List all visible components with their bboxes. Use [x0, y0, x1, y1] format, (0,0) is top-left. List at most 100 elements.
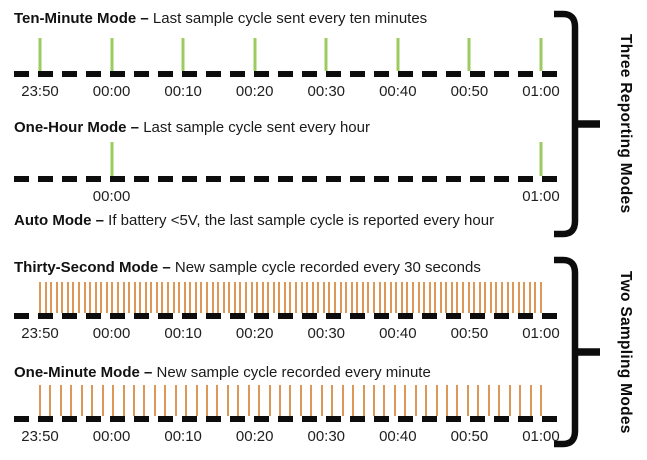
sample-tick	[237, 385, 240, 416]
sample-tick	[226, 385, 229, 416]
sample-tick	[110, 142, 114, 176]
sample-tick	[83, 282, 86, 313]
tick-row	[14, 38, 557, 71]
time-label-row: 23:50 00:00 00:10 00:20 00:30 00:40 00:50 01:00	[14, 428, 560, 446]
tick-row	[14, 282, 557, 313]
tick-row	[14, 142, 557, 176]
sample-tick	[300, 282, 303, 313]
time-label: 00:10	[164, 428, 202, 445]
sample-tick	[216, 385, 219, 416]
sample-tick	[324, 38, 328, 71]
sample-tick	[164, 385, 167, 416]
mode-name: One-Hour Mode –	[14, 119, 140, 136]
sample-tick	[77, 282, 80, 313]
sample-tick	[174, 385, 177, 416]
sample-tick	[139, 282, 142, 313]
sample-tick	[70, 385, 73, 416]
sample-tick	[477, 385, 480, 416]
sample-tick	[50, 282, 53, 313]
sample-tick	[61, 282, 64, 313]
curly-brace-icon	[554, 256, 600, 448]
sample-tick	[110, 38, 114, 71]
time-label: 00:00	[92, 83, 131, 100]
time-label: 00:50	[450, 428, 489, 445]
sample-tick	[144, 282, 147, 313]
sample-tick	[311, 282, 314, 313]
sample-tick	[239, 282, 242, 313]
sample-tick	[233, 282, 236, 313]
sample-tick	[395, 282, 398, 313]
sample-tick	[39, 385, 41, 416]
sample-tick	[501, 282, 504, 313]
sample-tick	[247, 385, 250, 416]
sample-tick	[467, 282, 470, 313]
sample-tick	[362, 385, 365, 416]
sample-tick	[383, 385, 386, 416]
sample-tick	[534, 282, 537, 313]
sample-tick	[189, 282, 192, 313]
time-label: 00:30	[307, 325, 346, 342]
time-label: 23:50	[21, 325, 59, 342]
sample-tick	[153, 385, 156, 416]
sample-tick	[512, 282, 515, 313]
timeline-axis	[14, 176, 557, 182]
sample-tick	[356, 282, 359, 313]
mode-description: Last sample cycle sent every hour	[143, 119, 370, 136]
sample-tick	[116, 282, 119, 313]
sample-tick	[172, 282, 175, 313]
section-one-hour-mode: One-Hour Mode – Last sample cycle sent e…	[14, 119, 560, 209]
sample-tick	[39, 282, 41, 313]
sample-tick	[185, 385, 188, 416]
sample-tick	[133, 282, 136, 313]
sample-tick	[306, 282, 309, 313]
sample-tick	[331, 385, 334, 416]
sample-tick	[122, 282, 125, 313]
mode-name: Auto Mode –	[14, 212, 104, 229]
time-label: 00:50	[450, 325, 489, 342]
sample-tick	[143, 385, 146, 416]
section-thirty-second-mode: Thirty-Second Mode – New sample cycle re…	[14, 259, 560, 347]
sample-tick	[94, 282, 97, 313]
tick-row	[14, 385, 557, 416]
mode-title: Ten-Minute Mode – Last sample cycle sent…	[14, 10, 557, 28]
time-label: 00:00	[92, 428, 131, 445]
sample-tick	[279, 385, 282, 416]
sample-tick	[519, 385, 522, 416]
sample-tick	[222, 282, 225, 313]
sample-tick	[256, 282, 259, 313]
sample-tick	[423, 282, 426, 313]
sample-tick	[250, 282, 253, 313]
sample-tick	[72, 282, 75, 313]
sample-tick	[489, 282, 492, 313]
time-label-row: 00:00 01:00	[14, 188, 560, 206]
sample-tick	[508, 385, 511, 416]
mode-title: One-Minute Mode – New sample cycle recor…	[14, 364, 557, 382]
sample-tick	[258, 385, 261, 416]
mode-description: New sample cycle recorded every 30 secon…	[174, 259, 481, 276]
mode-description: Last sample cycle sent every ten minutes	[152, 10, 428, 27]
sample-tick	[183, 282, 186, 313]
sample-tick	[100, 282, 103, 313]
time-label: 01:00	[522, 83, 560, 100]
sample-tick	[428, 282, 431, 313]
sample-tick	[122, 385, 125, 416]
time-label: 00:40	[379, 83, 417, 100]
ten-minute-timeline: 23:50 00:00 00:10 00:20 00:30 00:40 00:50 01:00	[14, 10, 560, 105]
section-ten-minute-mode: Ten-Minute Mode – Last sample cycle sent…	[14, 10, 560, 105]
sample-tick	[352, 385, 355, 416]
thirty-second-timeline: 23:50 00:00 00:10 00:20 00:30 00:40 00:50 01:00	[14, 259, 560, 347]
sample-tick	[450, 282, 453, 313]
time-label: 23:50	[21, 428, 59, 445]
sample-tick	[253, 38, 257, 71]
sample-tick	[289, 385, 292, 416]
sample-tick	[101, 385, 104, 416]
sample-tick	[466, 385, 469, 416]
time-label: 00:10	[164, 325, 202, 342]
sample-tick	[439, 282, 442, 313]
sample-tick	[91, 385, 94, 416]
sample-tick	[506, 282, 509, 313]
time-label: 00:50	[450, 83, 489, 100]
sample-tick	[278, 282, 281, 313]
sample-tick	[211, 282, 214, 313]
